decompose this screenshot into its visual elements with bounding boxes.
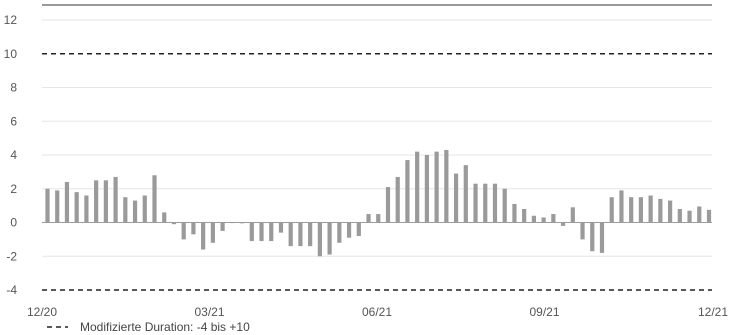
y-tick-label: 4 <box>10 148 17 162</box>
reference-lines <box>42 52 712 291</box>
y-tick-label: -2 <box>6 249 17 263</box>
bar <box>308 222 313 247</box>
bar <box>45 188 50 223</box>
bar <box>366 214 371 223</box>
x-tick-label: 09/21 <box>529 305 559 319</box>
bar <box>152 175 157 223</box>
bar <box>132 200 138 223</box>
bar <box>181 222 186 240</box>
bar <box>463 165 468 223</box>
bar <box>424 155 429 223</box>
bar <box>638 197 643 223</box>
bar <box>239 222 245 224</box>
bar <box>356 222 361 236</box>
bar <box>376 214 381 223</box>
bar <box>551 214 556 223</box>
bar <box>201 222 206 250</box>
bar <box>687 210 692 223</box>
bar <box>84 195 89 223</box>
bar <box>512 203 517 223</box>
bar <box>385 187 391 223</box>
bar <box>706 209 712 223</box>
bar <box>103 180 108 223</box>
bar <box>629 197 634 223</box>
bar <box>395 176 400 223</box>
x-tick-label: 12/21 <box>698 305 728 319</box>
bar <box>64 182 70 223</box>
bar <box>541 217 546 223</box>
bar <box>337 222 342 243</box>
y-tick-label: 2 <box>10 182 17 196</box>
legend: Modifizierte Duration: -4 bis +10 <box>47 320 250 334</box>
x-tick-label: 03/21 <box>194 305 224 319</box>
x-axis-tick-labels: 12/20 03/21 06/21 09/21 12/21 <box>27 305 728 319</box>
bar <box>405 160 410 223</box>
bar <box>619 190 624 223</box>
y-tick-label: 0 <box>10 216 17 230</box>
bar <box>483 183 488 223</box>
bar <box>677 209 682 223</box>
bar <box>658 198 663 223</box>
bar <box>55 190 60 223</box>
bar <box>570 207 575 223</box>
bar <box>259 222 264 242</box>
bar <box>298 222 303 247</box>
bar <box>191 222 196 235</box>
bar <box>210 222 215 243</box>
bar <box>220 222 225 231</box>
bar <box>667 200 673 223</box>
bar <box>317 222 322 257</box>
bar <box>580 222 585 240</box>
bar <box>415 151 420 223</box>
bar <box>599 222 605 253</box>
bar <box>94 180 99 223</box>
bar <box>648 195 653 223</box>
bar <box>444 149 449 223</box>
bar <box>249 222 254 242</box>
bar <box>327 222 332 255</box>
y-tick-label: -4 <box>6 283 17 297</box>
bar <box>502 188 507 223</box>
bar <box>269 222 274 242</box>
bar <box>531 215 536 223</box>
bar <box>230 222 235 224</box>
bar <box>522 209 527 223</box>
bar <box>346 222 352 238</box>
bar <box>162 212 167 223</box>
bar-series <box>45 149 712 257</box>
bar <box>560 222 566 226</box>
bar <box>74 192 79 223</box>
y-tick-label: 8 <box>10 81 17 95</box>
x-tick-label: 12/20 <box>27 305 57 319</box>
legend-label: Modifizierte Duration: -4 bis +10 <box>80 320 250 334</box>
bar <box>492 183 498 223</box>
bar <box>473 183 478 223</box>
y-tick-label: 12 <box>4 13 18 27</box>
y-tick-label: 10 <box>4 47 18 61</box>
bar <box>590 222 595 252</box>
bar <box>453 173 459 223</box>
bar <box>171 222 177 225</box>
y-axis-tick-labels: 12 10 8 6 4 2 0 -2 -4 <box>4 13 18 297</box>
bar <box>113 176 118 223</box>
bar <box>697 206 702 223</box>
bar <box>123 197 128 223</box>
bar <box>609 197 614 223</box>
bar <box>434 151 439 223</box>
y-tick-label: 6 <box>10 114 17 128</box>
bar <box>288 222 293 247</box>
bar <box>278 222 284 233</box>
bar <box>142 195 147 223</box>
x-tick-label: 06/21 <box>362 305 392 319</box>
